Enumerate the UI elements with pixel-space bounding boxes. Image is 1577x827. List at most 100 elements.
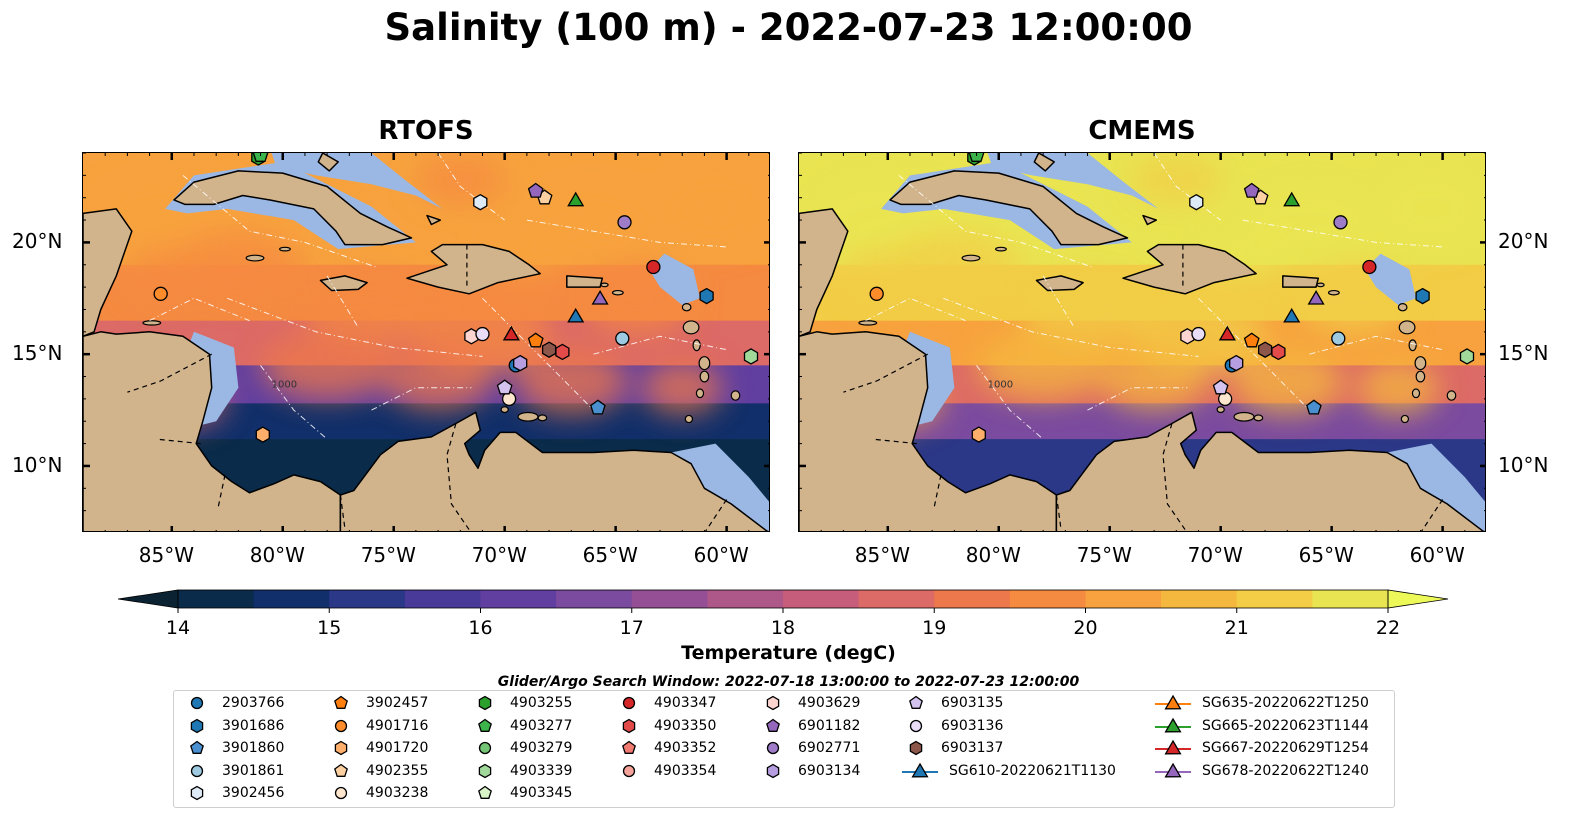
lat-tick-label-left: 15°N bbox=[12, 341, 63, 366]
field-anomaly bbox=[304, 273, 439, 346]
legend-item-label: 3902457 bbox=[366, 695, 429, 711]
map-marker-6903136 bbox=[1191, 326, 1206, 342]
hexagon-icon bbox=[909, 740, 923, 756]
island bbox=[1233, 411, 1255, 422]
colorbar-label: Temperature (degC) bbox=[681, 642, 896, 664]
land-yucatan bbox=[83, 208, 133, 338]
colorbar-segment bbox=[253, 590, 330, 608]
legend-item-label: 4903347 bbox=[654, 695, 717, 711]
map-marker-4903350 bbox=[1271, 343, 1286, 361]
pentagon-icon bbox=[190, 740, 204, 754]
country-border bbox=[872, 438, 917, 445]
map-marker-4901716 bbox=[869, 286, 884, 301]
island bbox=[699, 370, 710, 383]
hexagon-icon bbox=[334, 740, 348, 756]
legend-item: 4903277 bbox=[470, 715, 572, 737]
legend-item: 4903255 bbox=[470, 692, 572, 714]
land-cuba bbox=[173, 170, 413, 246]
legend-item: 6903136 bbox=[901, 715, 1003, 737]
field-anomaly bbox=[382, 343, 494, 411]
map-marker-sg667-20220629t1254 bbox=[1218, 325, 1236, 341]
colorbar-segment bbox=[556, 590, 633, 608]
eez-boundary bbox=[482, 297, 594, 411]
legend-marker-icon bbox=[190, 764, 204, 777]
legend-item-label: 4903339 bbox=[510, 762, 573, 779]
legend-item: 6903134 bbox=[758, 760, 860, 782]
eez-boundary bbox=[227, 297, 483, 357]
field-anomaly bbox=[125, 249, 197, 303]
legend-item-label: SG665-20220623T1144 bbox=[1202, 717, 1369, 734]
island bbox=[1398, 320, 1416, 335]
circle-icon bbox=[622, 764, 636, 777]
island bbox=[1253, 414, 1264, 422]
triangle-icon bbox=[1164, 762, 1182, 777]
colorbar-tick-label: 17 bbox=[620, 617, 644, 639]
island bbox=[684, 414, 694, 424]
land-bahamas-a bbox=[1033, 153, 1055, 172]
triangle-icon bbox=[1164, 694, 1182, 710]
legend-item-label: 6903134 bbox=[798, 762, 861, 779]
legend-item-label: 4903277 bbox=[510, 717, 573, 734]
island bbox=[279, 246, 291, 252]
land-cuba bbox=[889, 170, 1129, 246]
legend-item: 4903350 bbox=[614, 715, 716, 737]
lat-tick-label-right: 10°N bbox=[1498, 452, 1549, 477]
legend-item-label: 3901860 bbox=[222, 740, 285, 756]
map-marker-6903137 bbox=[1257, 341, 1273, 358]
shelf-sa-shelf bbox=[671, 443, 769, 531]
field-anomaly bbox=[642, 360, 723, 415]
map-marker-6903135 bbox=[496, 379, 513, 395]
island bbox=[1400, 414, 1410, 424]
legend-item: 2903766 bbox=[182, 692, 284, 714]
circle-icon bbox=[622, 696, 636, 710]
country-border bbox=[156, 438, 201, 445]
legend-item: 4903352 bbox=[614, 737, 716, 759]
map-marker-6901182 bbox=[1243, 182, 1260, 198]
island bbox=[245, 254, 265, 262]
legend-item: SG678-20220622T1240 bbox=[1154, 760, 1369, 782]
map-marker-6903135 bbox=[1212, 379, 1229, 395]
legend-item-label: 4903345 bbox=[510, 785, 573, 801]
legend-item-label: 4903354 bbox=[654, 762, 717, 779]
legend-marker-icon bbox=[190, 718, 204, 733]
island bbox=[961, 254, 981, 262]
colorbar-tick-label: 20 bbox=[1073, 617, 1097, 639]
legend-marker-icon bbox=[1155, 762, 1191, 777]
colorbar-segment bbox=[178, 590, 255, 608]
field-anomaly bbox=[1242, 184, 1377, 256]
country-border bbox=[446, 423, 471, 531]
lon-tick-label: 70°W bbox=[471, 543, 527, 567]
shelf-bahamas-bank bbox=[271, 153, 443, 209]
legend-marker-icon bbox=[766, 741, 780, 755]
lon-tick-label: 85°W bbox=[138, 543, 194, 567]
circle-icon bbox=[190, 764, 204, 777]
legend-item: 4901716 bbox=[326, 715, 428, 737]
legend-item-label: 3902456 bbox=[222, 785, 285, 801]
island bbox=[858, 320, 878, 326]
hexagon-icon bbox=[190, 785, 204, 801]
hexagon-icon bbox=[478, 763, 492, 778]
eez-boundary bbox=[1042, 275, 1075, 328]
colorbar-tick-label: 19 bbox=[922, 617, 946, 639]
legend-item: 4903339 bbox=[470, 760, 572, 782]
legend-marker-icon bbox=[190, 696, 204, 710]
eez-boundary bbox=[1309, 335, 1443, 355]
land-bahamas-b bbox=[426, 214, 442, 226]
legend-marker-icon bbox=[766, 695, 780, 711]
legend: 2903766 3901686 3901860 3901861 3902456 39024… bbox=[173, 690, 1395, 808]
lon-tick-label: 80°W bbox=[965, 543, 1021, 567]
legend-marker-icon bbox=[478, 695, 492, 711]
colorbar-segment bbox=[631, 590, 708, 608]
country-border bbox=[1421, 499, 1444, 531]
island bbox=[1316, 282, 1325, 288]
map-marker-sg610-20220621t1130 bbox=[567, 307, 585, 323]
legend-item: 4903345 bbox=[470, 782, 572, 804]
panel-title-cmems: CMEMS bbox=[1088, 116, 1196, 146]
lat-tick-label-right: 15°N bbox=[1498, 341, 1549, 366]
colorbar-segment bbox=[707, 590, 784, 608]
legend-marker-icon bbox=[334, 763, 348, 777]
legend-item: 6901182 bbox=[758, 715, 860, 737]
legend-marker-icon bbox=[622, 696, 636, 710]
pentagon-icon bbox=[909, 695, 923, 709]
pentagon-icon bbox=[622, 740, 636, 754]
